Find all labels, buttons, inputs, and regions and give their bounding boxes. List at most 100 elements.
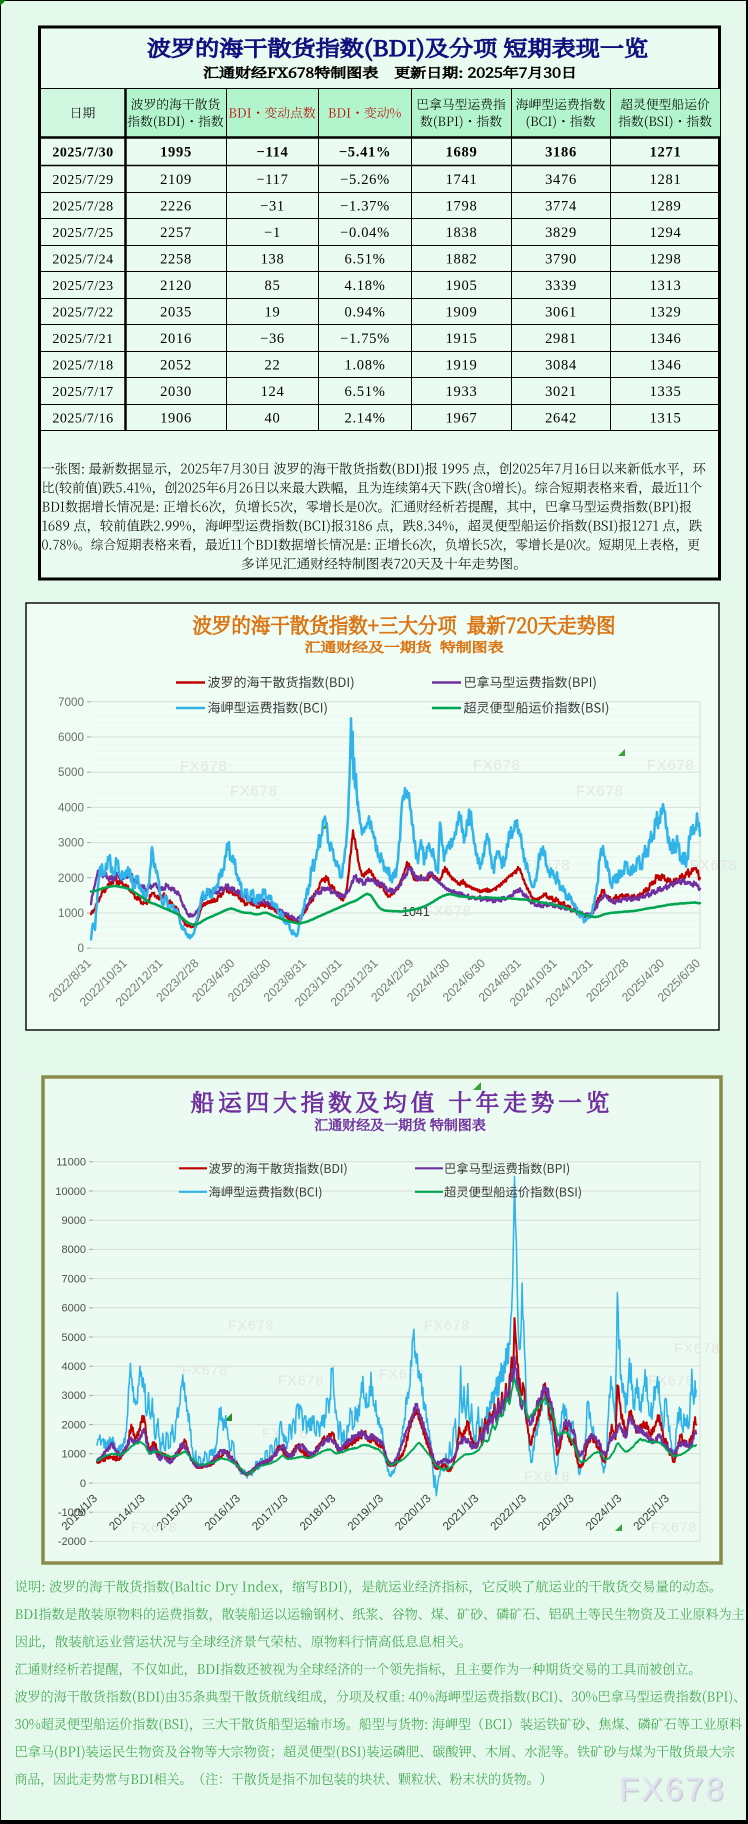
svg-text:2258: 2258	[160, 251, 192, 267]
svg-text:6000: 6000	[58, 731, 85, 744]
svg-text:2226: 2226	[160, 198, 192, 214]
svg-text:124: 124	[261, 384, 285, 400]
svg-text:5000: 5000	[62, 1332, 86, 1344]
svg-text:−31: −31	[260, 198, 285, 214]
svg-text:-1000: -1000	[58, 1507, 86, 1519]
svg-text:2000: 2000	[58, 872, 85, 885]
svg-text:5000: 5000	[58, 766, 85, 779]
svg-text:1689: 1689	[446, 144, 478, 160]
svg-text:FX678: FX678	[424, 904, 472, 920]
svg-text:FX678: FX678	[228, 1317, 274, 1333]
svg-text:3000: 3000	[58, 837, 85, 850]
svg-text:6.51%: 6.51%	[345, 384, 386, 400]
svg-text:6.51%: 6.51%	[345, 251, 386, 267]
svg-text:1298: 1298	[650, 251, 682, 267]
svg-text:FX678: FX678	[619, 1771, 726, 1807]
svg-text:2120: 2120	[160, 278, 192, 294]
svg-text:3476: 3476	[545, 172, 577, 188]
svg-text:2025/7/28: 2025/7/28	[52, 199, 113, 214]
svg-text:4.18%: 4.18%	[345, 278, 386, 294]
svg-text:1919: 1919	[446, 357, 478, 373]
svg-text:1346: 1346	[650, 357, 682, 373]
svg-text:FX678: FX678	[473, 758, 521, 774]
svg-text:2000: 2000	[62, 1419, 86, 1431]
svg-text:FX678: FX678	[576, 784, 624, 800]
svg-text:2025/7/25: 2025/7/25	[52, 226, 113, 241]
svg-text:2025/7/29: 2025/7/29	[52, 173, 113, 188]
svg-text:FX678: FX678	[379, 1366, 425, 1382]
svg-text:3774: 3774	[545, 198, 577, 214]
svg-text:3339: 3339	[545, 278, 577, 294]
svg-text:3021: 3021	[545, 384, 577, 400]
svg-text:3829: 3829	[545, 225, 577, 241]
svg-text:1041: 1041	[402, 905, 430, 919]
svg-text:2025/7/21: 2025/7/21	[52, 332, 113, 347]
svg-text:2025/7/24: 2025/7/24	[52, 252, 113, 267]
svg-text:FX678: FX678	[524, 1468, 570, 1484]
svg-text:FX678: FX678	[180, 759, 228, 775]
svg-text:9000: 9000	[62, 1215, 86, 1227]
svg-text:1905: 1905	[446, 278, 478, 294]
svg-text:−117: −117	[256, 172, 288, 188]
svg-text:1281: 1281	[650, 172, 682, 188]
svg-text:4000: 4000	[62, 1361, 86, 1373]
svg-text:2016: 2016	[160, 331, 192, 347]
svg-text:2025/7/16: 2025/7/16	[52, 411, 113, 426]
svg-text:FX678: FX678	[651, 1519, 697, 1535]
svg-text:FX678: FX678	[674, 1340, 720, 1356]
svg-text:FX678: FX678	[621, 1773, 728, 1809]
svg-text:2109: 2109	[160, 172, 192, 188]
svg-text:−5.41%: −5.41%	[339, 144, 391, 160]
svg-text:2642: 2642	[545, 410, 577, 426]
svg-text:1741: 1741	[446, 172, 478, 188]
svg-text:FX678: FX678	[648, 1372, 694, 1388]
svg-text:1915: 1915	[446, 331, 478, 347]
svg-text:1346: 1346	[650, 331, 682, 347]
svg-text:19: 19	[265, 304, 281, 320]
svg-text:FX678: FX678	[647, 758, 695, 774]
svg-text:−1: −1	[264, 225, 281, 241]
svg-text:3084: 3084	[545, 357, 577, 373]
svg-text:−0.04%: −0.04%	[340, 225, 390, 241]
svg-text:1000: 1000	[58, 907, 85, 920]
svg-text:1838: 1838	[446, 225, 478, 241]
svg-text:3186: 3186	[545, 144, 577, 160]
svg-text:2025/7/23: 2025/7/23	[52, 279, 113, 294]
svg-text:40: 40	[265, 410, 281, 426]
svg-text:11000: 11000	[56, 1157, 86, 1169]
svg-text:1995: 1995	[160, 144, 192, 160]
svg-text:FX678: FX678	[690, 858, 738, 874]
svg-text:3790: 3790	[545, 251, 577, 267]
svg-text:1000: 1000	[62, 1449, 86, 1461]
svg-text:2025/7/17: 2025/7/17	[52, 385, 113, 400]
svg-text:138: 138	[261, 251, 285, 267]
svg-text:1933: 1933	[446, 384, 478, 400]
svg-text:22: 22	[265, 357, 281, 373]
svg-text:0: 0	[77, 942, 84, 955]
svg-text:1315: 1315	[650, 410, 682, 426]
svg-text:1882: 1882	[446, 251, 478, 267]
svg-text:FX678: FX678	[230, 784, 278, 800]
svg-text:2052: 2052	[160, 357, 192, 373]
svg-text:7000: 7000	[58, 696, 85, 709]
svg-text:7000: 7000	[62, 1273, 86, 1285]
svg-text:2030: 2030	[160, 384, 192, 400]
svg-text:85: 85	[265, 278, 281, 294]
svg-text:−114: −114	[256, 144, 288, 160]
svg-text:FX678: FX678	[278, 1372, 324, 1388]
svg-text:2025/7/30: 2025/7/30	[52, 145, 113, 160]
svg-text:1335: 1335	[650, 384, 682, 400]
svg-text:1967: 1967	[446, 410, 478, 426]
svg-text:−1.37%: −1.37%	[340, 198, 390, 214]
svg-text:8000: 8000	[62, 1244, 86, 1256]
svg-text:10000: 10000	[55, 1186, 86, 1198]
svg-text:1294: 1294	[650, 225, 682, 241]
svg-text:−36: −36	[260, 331, 285, 347]
svg-text:2025/7/22: 2025/7/22	[52, 305, 113, 320]
svg-text:0: 0	[80, 1478, 86, 1490]
svg-text:1289: 1289	[650, 198, 682, 214]
svg-text:1798: 1798	[446, 198, 478, 214]
svg-text:2025/7/18: 2025/7/18	[52, 358, 113, 373]
svg-text:2257: 2257	[160, 225, 192, 241]
svg-text:1313: 1313	[650, 278, 682, 294]
